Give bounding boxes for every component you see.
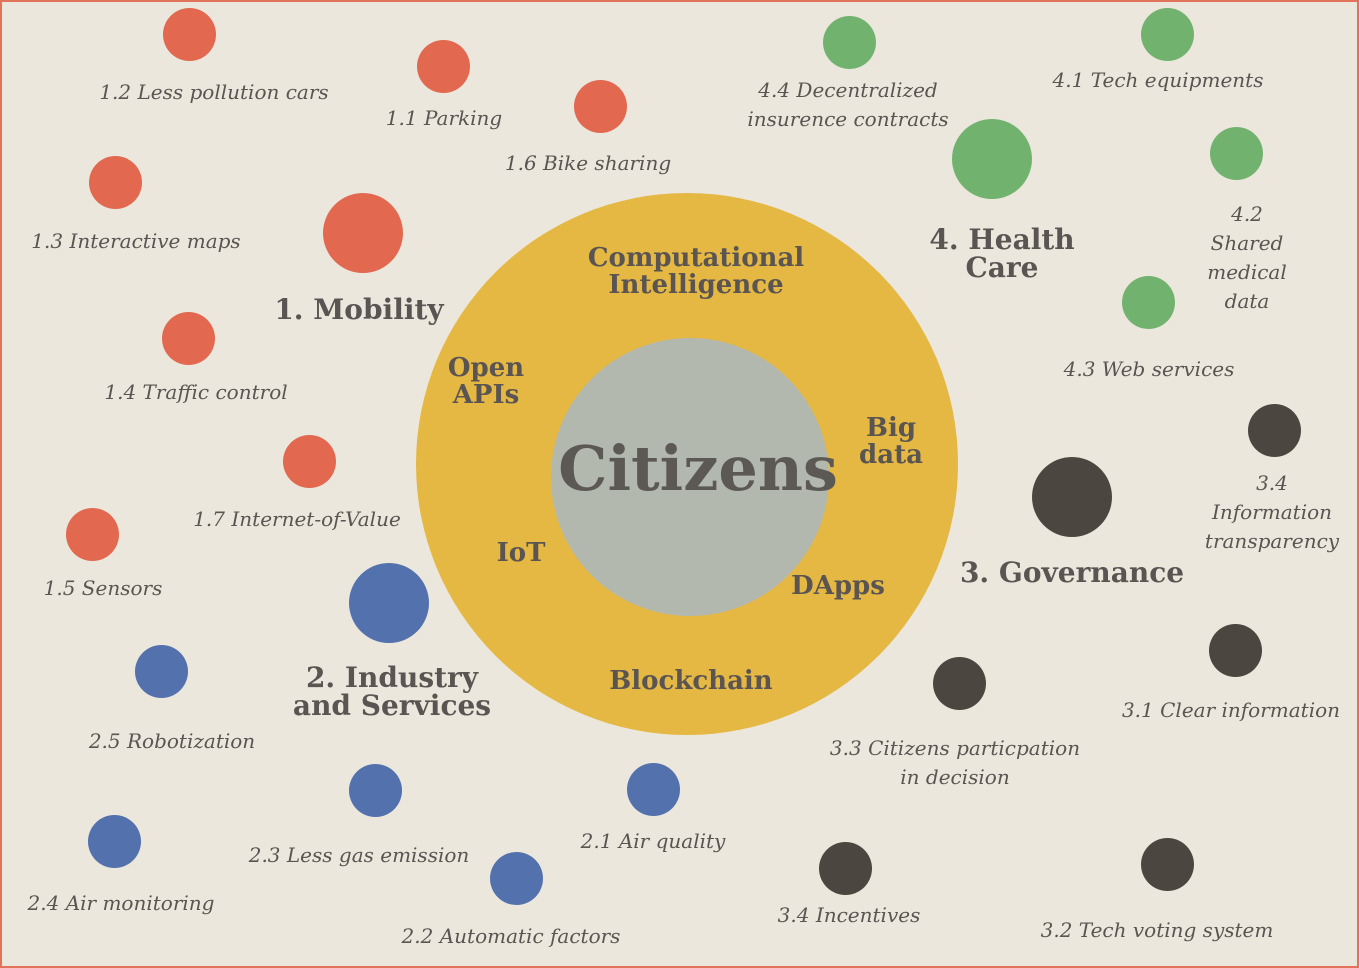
item-label-2-1: 2.1 Air quality	[580, 829, 726, 853]
item-label-1-7: 1.7 Internet-of-Value	[193, 507, 401, 531]
item-dot-1-5	[66, 508, 119, 561]
tech-open-apis: Open APIs	[447, 353, 525, 410]
item-dot-2-5	[135, 645, 188, 698]
category-governance-title: 3. Governance	[959, 556, 1185, 589]
tech-computational-intelligence: Computational Intelligence	[587, 243, 805, 300]
category-health-title: 4. Health Care	[929, 223, 1075, 284]
mobility-category-dot	[323, 193, 403, 273]
category-mobility-title: 1. Mobility	[274, 293, 444, 326]
item-dot-2-1	[627, 763, 680, 816]
item-dot-2-4	[88, 815, 141, 868]
item-label-1-6: 1.6 Bike sharing	[504, 151, 672, 175]
item-dot-4-1	[1141, 8, 1194, 61]
health-category-dot	[952, 119, 1032, 199]
item-label-1-3: 1.3 Interactive maps	[31, 229, 241, 253]
item-label-1-2: 1.2 Less pollution cars	[99, 80, 329, 104]
item-label-3-2: 3.2 Tech voting system	[1040, 918, 1274, 942]
item-label-1-1: 1.1 Parking	[385, 106, 503, 130]
tech-dapps: DApps	[791, 571, 885, 601]
item-dot-2-3	[349, 764, 402, 817]
item-dot-2-2	[490, 852, 543, 905]
tech-big-data: Big data	[859, 413, 923, 470]
item-dot-1-7	[283, 435, 336, 488]
governance-category-dot	[1032, 457, 1112, 537]
item-dot-3-4-incentives	[819, 842, 872, 895]
item-label-2-4: 2.4 Air monitoring	[27, 891, 215, 915]
item-dot-3-2	[1141, 838, 1194, 891]
item-dot-1-3	[89, 156, 142, 209]
tech-iot: IoT	[496, 538, 546, 568]
item-label-4-2: 4.2 Shared medical data	[1207, 202, 1287, 313]
item-label-3-4-transparency: 3.4 Information transparency	[1204, 471, 1340, 553]
item-label-1-4: 1.4 Traffic control	[104, 380, 288, 404]
item-dot-3-1	[1209, 624, 1262, 677]
item-dot-1-1	[417, 40, 470, 93]
center-title: Citizens	[558, 432, 838, 505]
item-label-2-5: 2.5 Robotization	[88, 729, 256, 753]
item-dot-1-2	[163, 8, 216, 61]
industry-category-dot	[349, 563, 429, 643]
item-label-4-4: 4.4 Decentralized insurence contracts	[747, 78, 949, 131]
tech-blockchain: Blockchain	[609, 666, 773, 696]
item-dot-3-3	[933, 657, 986, 710]
category-industry-title: 2. Industry and Services	[292, 661, 492, 722]
item-dot-1-4	[162, 312, 215, 365]
item-label-2-2: 2.2 Automatic factors	[401, 924, 621, 948]
item-label-2-3: 2.3 Less gas emission	[248, 843, 470, 867]
item-dot-4-4	[823, 16, 876, 69]
item-label-4-3: 4.3 Web services	[1063, 357, 1235, 381]
item-label-3-1: 3.1 Clear information	[1121, 698, 1341, 722]
item-label-1-5: 1.5 Sensors	[43, 576, 163, 600]
item-label-3-3: 3.3 Citizens particpation in decision	[829, 736, 1081, 789]
item-dot-4-3	[1122, 276, 1175, 329]
item-label-4-1: 4.1 Tech equipments	[1052, 68, 1264, 92]
item-dot-4-2	[1210, 127, 1263, 180]
citizens-core	[551, 338, 829, 616]
item-dot-3-4-transparency	[1248, 404, 1301, 457]
item-dot-1-6	[574, 80, 627, 133]
item-label-3-4-incentives: 3.4 Incentives	[777, 903, 921, 927]
